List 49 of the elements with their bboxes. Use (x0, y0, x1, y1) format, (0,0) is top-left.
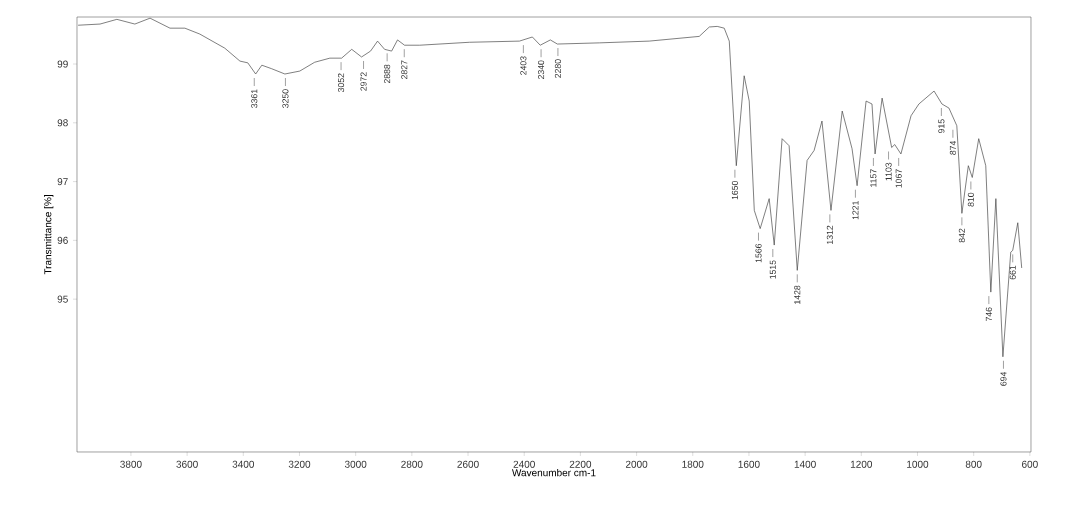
annotation: 1221 (852, 201, 859, 220)
x-tick-label: 3800 (120, 460, 142, 468)
y-tick-label: 99 (57, 60, 68, 68)
annotation: 1067 (895, 169, 902, 188)
annotation: 874 (949, 140, 956, 155)
annotation: 1312 (826, 225, 833, 244)
x-tick-label: 3600 (176, 460, 198, 468)
annotation: 746 (985, 307, 992, 322)
x-tick-label: 2400 (513, 460, 535, 468)
annotation: 1428 (794, 285, 801, 304)
annotation: 2827 (401, 60, 408, 79)
x-tick-label: 1600 (738, 460, 760, 468)
x-tick-label: 1800 (682, 460, 704, 468)
y-axis-title: Transmittance [%] (44, 195, 54, 275)
x-tick-label: 600 (1022, 460, 1038, 468)
x-tick-label: 2000 (625, 460, 648, 468)
x-tick-label: 3200 (288, 460, 311, 468)
annotation: 1566 (755, 243, 762, 263)
annotation: 842 (958, 228, 965, 243)
x-tick-label: 800 (965, 460, 982, 468)
annotation: 1103 (885, 162, 892, 181)
annotation: 2972 (360, 72, 367, 91)
annotation: 2403 (520, 56, 527, 75)
x-tick-label: 3000 (344, 460, 367, 468)
annotation: 694 (1000, 371, 1007, 386)
annotation: 3250 (282, 89, 289, 108)
x-tick-label: 2800 (401, 460, 423, 468)
x-tick-label: 3400 (232, 460, 255, 468)
annotation: 1515 (769, 260, 776, 279)
annotation: 1650 (731, 181, 738, 200)
y-tick-label: 98 (57, 119, 68, 127)
annotation: 2340 (538, 60, 545, 79)
annotation: 810 (967, 192, 974, 207)
annotation: 915 (938, 119, 945, 133)
x-tick-label: 1000 (907, 460, 929, 468)
annotation: 1157 (870, 169, 877, 187)
annotation: 661 (1009, 265, 1016, 280)
annotation: 3361 (251, 89, 258, 108)
y-tick-label: 97 (57, 178, 68, 186)
annotation: 2888 (384, 64, 391, 84)
annotation: 3052 (338, 73, 345, 93)
x-tick-label: 2200 (569, 460, 592, 468)
x-tick-label: 1400 (794, 460, 816, 468)
y-tick-label: 95 (57, 295, 68, 303)
x-tick-label: 2600 (457, 460, 479, 468)
x-axis-title: Wavenumber cm-1 (511, 468, 596, 477)
x-tick-label: 1200 (850, 460, 873, 468)
y-tick-label: 96 (57, 236, 68, 244)
annotation: 2280 (554, 59, 561, 78)
